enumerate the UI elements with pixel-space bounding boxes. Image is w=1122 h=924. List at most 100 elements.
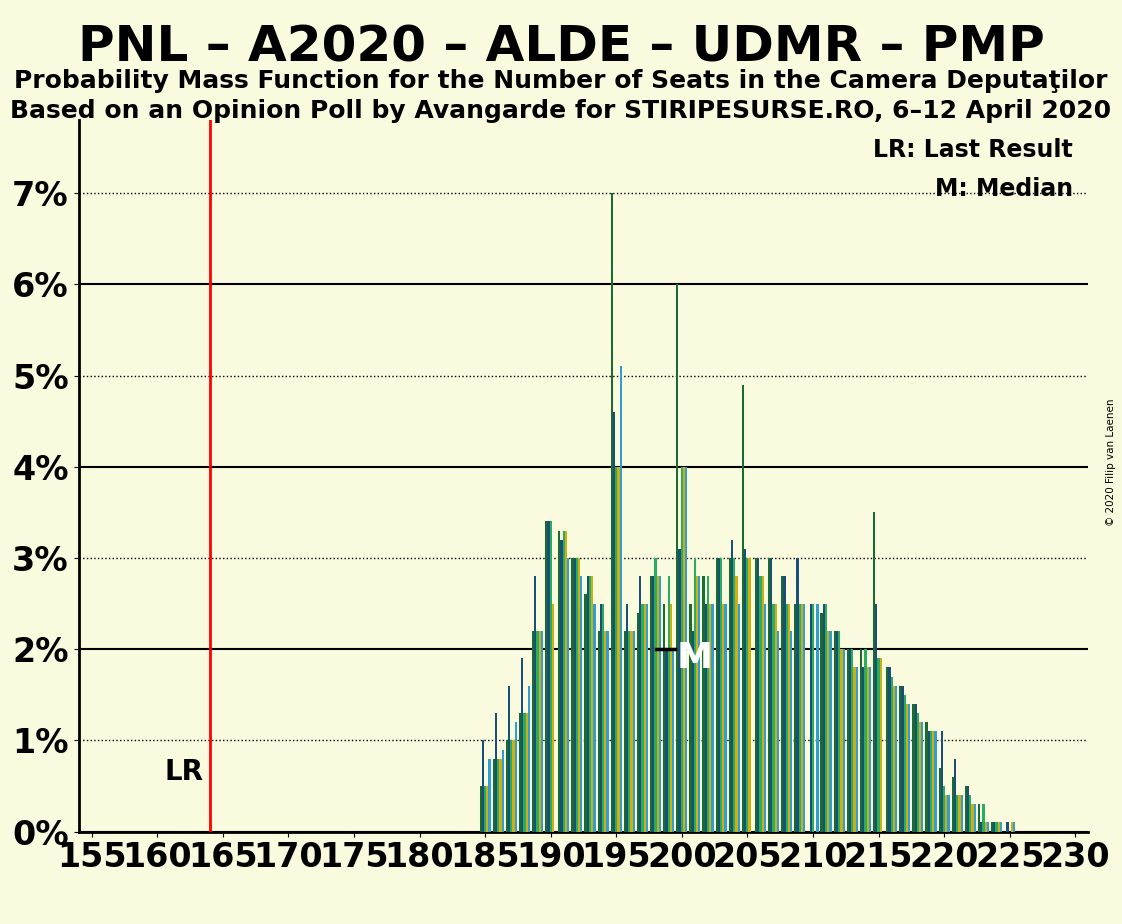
Bar [827,631,829,832]
Bar [488,759,490,832]
Text: LR: Last Result: LR: Last Result [873,138,1073,162]
Bar [613,412,615,832]
Bar [960,796,963,832]
Bar [698,577,700,832]
Bar [983,804,984,832]
Bar [679,549,681,832]
Bar [940,731,942,832]
Bar [799,603,801,832]
Bar [720,558,723,832]
Bar [854,667,856,832]
Bar [523,713,525,832]
Bar [974,804,976,832]
Bar [997,822,1000,832]
Bar [545,521,548,832]
Bar [506,740,508,832]
Bar [958,796,960,832]
Bar [564,530,567,832]
Text: M: M [677,641,712,675]
Bar [783,577,785,832]
Bar [573,558,576,832]
Bar [691,631,693,832]
Bar [760,577,762,832]
Bar [886,667,889,832]
Bar [484,786,486,832]
Bar [921,723,923,832]
Bar [481,740,484,832]
Bar [903,695,905,832]
Bar [497,759,499,832]
Bar [969,796,972,832]
Bar [746,558,748,832]
Bar [935,731,937,832]
Bar [1013,822,1015,832]
Bar [654,558,656,832]
Bar [817,603,819,832]
Bar [843,650,845,832]
Bar [571,558,573,832]
Bar [718,558,720,832]
Bar [942,786,945,832]
Bar [889,667,891,832]
Bar [788,603,790,832]
Bar [642,603,644,832]
Bar [991,822,993,832]
Bar [670,603,672,832]
Bar [534,577,536,832]
Bar [1006,822,1009,832]
Bar [532,631,534,832]
Bar [576,558,578,832]
Bar [771,558,772,832]
Bar [728,558,730,832]
Bar [624,631,626,832]
Bar [730,540,733,832]
Bar [930,731,932,832]
Bar [776,631,779,832]
Bar [954,759,956,832]
Bar [812,603,815,832]
Bar [947,796,949,832]
Bar [772,603,774,832]
Bar [967,786,969,832]
Bar [677,285,679,832]
Bar [650,577,652,832]
Bar [864,650,866,832]
Bar [615,467,617,832]
Bar [825,603,827,832]
Bar [781,577,783,832]
Bar [558,530,560,832]
Bar [518,713,521,832]
Bar [610,193,613,832]
Bar [644,603,646,832]
Bar [646,603,649,832]
Bar [587,577,589,832]
Text: M: Median: M: Median [935,177,1073,201]
Bar [723,603,725,832]
Bar [527,686,530,832]
Bar [893,686,895,832]
Bar [829,631,831,832]
Bar [849,650,852,832]
Bar [928,731,930,832]
Text: © 2020 Filip van Laenen: © 2020 Filip van Laenen [1106,398,1116,526]
Bar [495,713,497,832]
Bar [709,603,711,832]
Bar [594,603,596,832]
Bar [626,603,628,832]
Bar [834,631,836,832]
Bar [905,704,908,832]
Bar [880,658,882,832]
Bar [619,367,622,832]
Bar [580,577,582,832]
Bar [742,384,744,832]
Bar [838,631,840,832]
Bar [665,650,668,832]
Bar [790,631,792,832]
Bar [873,512,875,832]
Bar [965,786,967,832]
Bar [689,603,691,832]
Bar [1000,822,1002,832]
Text: LR: LR [164,758,203,786]
Bar [978,804,981,832]
Bar [705,603,707,832]
